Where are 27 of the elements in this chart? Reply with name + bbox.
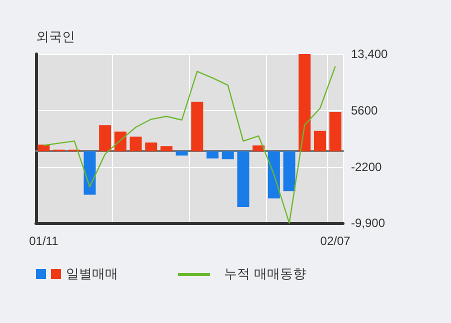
x-tick-label: 01/11: [29, 234, 59, 248]
y-tick-label: 5600: [351, 104, 378, 118]
bar: [145, 142, 158, 152]
legend-label: 누적 매매동향: [224, 266, 306, 283]
bar: [206, 151, 219, 158]
bar: [191, 102, 204, 152]
chart-title: 외국인: [36, 29, 75, 46]
legend-label: 일별매매: [66, 266, 118, 283]
bar: [114, 132, 126, 152]
y-tick-label: 13,400: [351, 47, 388, 61]
bar: [268, 151, 280, 198]
line-series: [43, 66, 336, 224]
bar: [84, 151, 96, 195]
bar: [130, 136, 142, 152]
x-tick-label: 02/07: [320, 234, 351, 248]
y-tick-label: -2200: [351, 160, 382, 174]
bar: [314, 130, 326, 152]
y-tick-label: -9,900: [351, 216, 386, 230]
bar: [176, 151, 188, 156]
bar: [283, 151, 296, 192]
bar: [99, 125, 112, 152]
bar: [160, 146, 172, 152]
bar: [329, 112, 342, 152]
bar: [38, 144, 50, 152]
bar: [222, 151, 234, 160]
bar: [298, 54, 311, 152]
bar: [237, 151, 250, 208]
